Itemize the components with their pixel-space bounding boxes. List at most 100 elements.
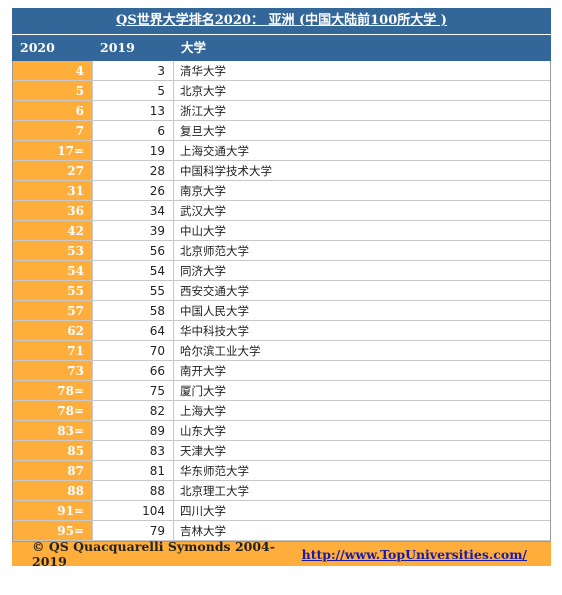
rank-2019-cell: 64	[93, 321, 174, 340]
university-name-cell: 上海大学	[180, 404, 226, 418]
rank-2020-cell: 4	[13, 61, 93, 80]
university-name-cell: 同济大学	[180, 264, 226, 278]
university-name-cell: 中山大学	[180, 224, 226, 238]
table-footer: © QS Quacquarelli Symonds 2004-2019 http…	[12, 539, 551, 569]
rank-2020-cell: 6	[13, 101, 93, 120]
rank-2019-cell: 88	[93, 481, 174, 500]
table-row: 55 55 西安交通大学	[13, 281, 550, 301]
rank-2020-cell: 85	[13, 441, 93, 460]
rank-2020-cell: 78=	[13, 401, 93, 420]
copyright-text: © QS Quacquarelli Symonds 2004-2019	[32, 539, 275, 569]
table-row: 57 58 中国人民大学	[13, 301, 550, 321]
rank-2020-cell: 71	[13, 341, 93, 360]
table-row: 73 66 南开大学	[13, 361, 550, 381]
rank-2019-cell: 66	[93, 361, 174, 380]
rank-2020-cell: 53	[13, 241, 93, 260]
university-name-cell: 天津大学	[180, 444, 226, 458]
university-name-cell: 吉林大学	[180, 524, 226, 538]
rank-2020-cell: 62	[13, 321, 93, 340]
rank-2019-cell: 13	[93, 101, 174, 120]
university-name-cell: 北京师范大学	[180, 244, 249, 258]
table-row: 83= 89 山东大学	[13, 421, 550, 441]
rank-2020-cell: 27	[13, 161, 93, 180]
rank-2019-cell: 58	[93, 301, 174, 320]
university-name-cell: 哈尔滨工业大学	[180, 344, 261, 358]
university-name-cell: 上海交通大学	[180, 144, 249, 158]
table-body: 4 3 清华大学 5 5 北京大学 6 13 浙江大学 7 6 复旦大学 17= 19 上海交通大学 27 28…	[12, 61, 551, 541]
ranking-table: QS世界大学排名2020： 亚洲 (中国大陆前100所大学 ) 2020 201…	[12, 8, 551, 569]
rank-2020-cell: 5	[13, 81, 93, 100]
table-row: 17= 19 上海交通大学	[13, 141, 550, 161]
table-row: 78= 82 上海大学	[13, 401, 550, 421]
table-row: 87 81 华东师范大学	[13, 461, 550, 481]
university-name-cell: 复旦大学	[180, 124, 226, 138]
table-row: 53 56 北京师范大学	[13, 241, 550, 261]
rank-2020-cell: 42	[13, 221, 93, 240]
table-row: 36 34 武汉大学	[13, 201, 550, 221]
rank-2020-cell: 31	[13, 181, 93, 200]
rank-2019-cell: 26	[93, 181, 174, 200]
rank-2019-cell: 19	[93, 141, 174, 160]
rank-2020-cell: 91=	[13, 501, 93, 520]
rank-2020-cell: 57	[13, 301, 93, 320]
table-row: 42 39 中山大学	[13, 221, 550, 241]
university-name-cell: 浙江大学	[180, 104, 226, 118]
university-name-cell: 西安交通大学	[180, 284, 249, 298]
rank-2019-cell: 34	[93, 201, 174, 220]
university-name-cell: 中国科学技术大学	[180, 164, 272, 178]
rank-2019-cell: 83	[93, 441, 174, 460]
university-name-cell: 华东师范大学	[180, 464, 249, 478]
rank-2019-cell: 28	[93, 161, 174, 180]
table-row: 85 83 天津大学	[13, 441, 550, 461]
university-name-cell: 南京大学	[180, 184, 226, 198]
rank-2019-cell: 75	[93, 381, 174, 400]
rank-2020-cell: 36	[13, 201, 93, 220]
table-row: 62 64 华中科技大学	[13, 321, 550, 341]
university-name-cell: 华中科技大学	[180, 324, 249, 338]
rank-2019-cell: 81	[93, 461, 174, 480]
rank-2019-cell: 3	[93, 61, 174, 80]
table-row: 71 70 哈尔滨工业大学	[13, 341, 550, 361]
university-name-cell: 中国人民大学	[180, 304, 249, 318]
rank-2019-cell: 82	[93, 401, 174, 420]
header-2020: 2020	[20, 40, 55, 55]
rank-2020-cell: 54	[13, 261, 93, 280]
rank-2020-cell: 88	[13, 481, 93, 500]
rank-2020-cell: 55	[13, 281, 93, 300]
table-row: 95= 79 吉林大学	[13, 521, 550, 541]
rank-2019-cell: 54	[93, 261, 174, 280]
rank-2020-cell: 78=	[13, 381, 93, 400]
rank-2020-cell: 95=	[13, 521, 93, 540]
table-row: 78= 75 厦门大学	[13, 381, 550, 401]
table-row: 27 28 中国科学技术大学	[13, 161, 550, 181]
table-row: 6 13 浙江大学	[13, 101, 550, 121]
rank-2019-cell: 5	[93, 81, 174, 100]
university-name-cell: 北京大学	[180, 84, 226, 98]
rank-2019-cell: 79	[93, 521, 174, 540]
table-title[interactable]: QS世界大学排名2020： 亚洲 (中国大陆前100所大学 )	[12, 8, 551, 34]
rank-2020-cell: 83=	[13, 421, 93, 440]
header-university: 大学	[181, 40, 207, 55]
rank-2019-cell: 89	[93, 421, 174, 440]
table-header: 2020 2019 大学	[12, 34, 551, 61]
university-name-cell: 清华大学	[180, 64, 226, 78]
topuniversities-link[interactable]: http://www.TopUniversities.com/	[301, 546, 527, 562]
rank-2019-cell: 6	[93, 121, 174, 140]
table-row: 7 6 复旦大学	[13, 121, 550, 141]
university-name-cell: 四川大学	[180, 504, 226, 518]
rank-2019-cell: 55	[93, 281, 174, 300]
rank-2019-cell: 39	[93, 221, 174, 240]
university-name-cell: 北京理工大学	[180, 484, 249, 498]
table-row: 5 5 北京大学	[13, 81, 550, 101]
table-row: 88 88 北京理工大学	[13, 481, 550, 501]
table-row: 54 54 同济大学	[13, 261, 550, 281]
rank-2020-cell: 87	[13, 461, 93, 480]
rank-2020-cell: 73	[13, 361, 93, 380]
university-name-cell: 南开大学	[180, 364, 226, 378]
university-name-cell: 武汉大学	[180, 204, 226, 218]
table-row: 31 26 南京大学	[13, 181, 550, 201]
rank-2020-cell: 17=	[13, 141, 93, 160]
table-row: 91= 104 四川大学	[13, 501, 550, 521]
rank-2019-cell: 70	[93, 341, 174, 360]
rank-2019-cell: 104	[93, 501, 174, 520]
